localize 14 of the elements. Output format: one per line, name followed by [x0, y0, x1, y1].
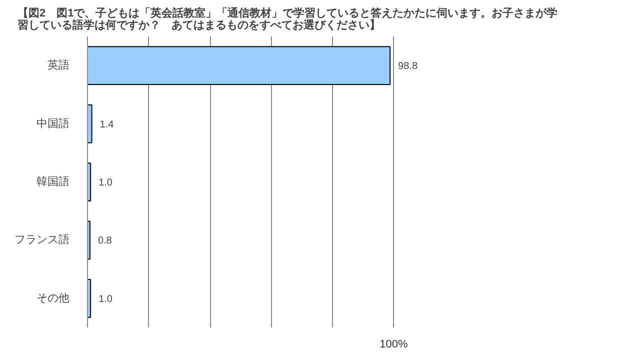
data-label: 98.8 — [398, 61, 418, 72]
y-tick-label: フランス語 — [14, 233, 70, 246]
data-label: 1.0 — [98, 294, 113, 305]
bar — [88, 46, 391, 86]
bar — [88, 104, 92, 144]
data-label: 1.4 — [100, 119, 114, 130]
y-tick-label: その他 — [36, 292, 70, 304]
text: 100% — [380, 338, 408, 350]
y-tick-label: 英語 — [48, 58, 70, 72]
data-label: 0.8 — [98, 236, 112, 247]
y-tick-label: 韓国語 — [36, 175, 70, 188]
data-label: 1.0 — [98, 178, 113, 188]
chart-title: 【図2 図1で、子どもは「英会話教室」「通信教材」で学習していると答えたかたに伺います。お子さまが学習している語学は何ですか？ あてはまるものをすべてお選びください】 — [18, 6, 558, 32]
y-tick-label: 中国語 — [36, 116, 70, 130]
